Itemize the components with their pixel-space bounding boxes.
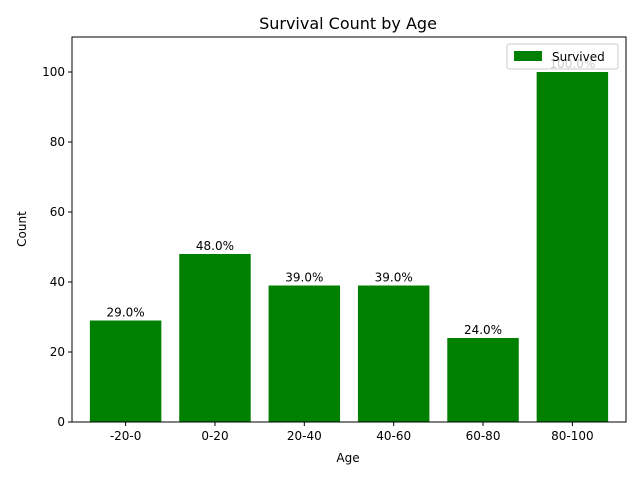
legend-label-survived: Survived: [552, 50, 605, 64]
chart-title: Survival Count by Age: [259, 14, 437, 33]
x-tick-label: 0-20: [201, 429, 228, 443]
bar-40-60: [357, 285, 430, 422]
x-tick-label: -20-0: [110, 429, 142, 443]
y-axis-label: Count: [15, 211, 29, 247]
legend-swatch-survived: [514, 51, 542, 61]
y-tick-label: 40: [50, 275, 65, 289]
bar-value-label: 39.0%: [375, 271, 413, 285]
y-tick-label: 60: [50, 205, 65, 219]
legend-box: [506, 43, 619, 70]
bar--20-0: [89, 320, 162, 422]
legend: Survived: [506, 43, 619, 70]
plot-area: 29.0%48.0%39.0%39.0%24.0%100.0%: [89, 57, 609, 422]
y-tick-label: 80: [50, 135, 65, 149]
bar-value-label: 39.0%: [285, 271, 323, 285]
bar-value-label: 24.0%: [464, 323, 502, 337]
plot-frame: [71, 36, 627, 423]
bar-value-label: 48.0%: [196, 239, 234, 253]
y-tick-label: 0: [57, 415, 65, 429]
x-axis-ticks: -20-0 0-20 20-40 40-60 60-80 80-100: [110, 422, 594, 443]
bar-80-100: [536, 72, 609, 422]
bar-0-20: [179, 254, 251, 422]
y-axis-ticks: 0 20 40 60 80 100: [42, 65, 72, 429]
x-tick-label: 20-40: [287, 429, 322, 443]
x-tick-label: 80-100: [551, 429, 594, 443]
bar-20-40: [268, 285, 341, 422]
bar-60-80: [447, 338, 519, 422]
x-tick-label: 60-80: [466, 429, 501, 443]
bar-value-label: 29.0%: [107, 306, 145, 320]
x-axis-label: Age: [336, 451, 359, 465]
y-tick-label: 20: [50, 345, 65, 359]
y-tick-label: 100: [42, 65, 65, 79]
x-tick-label: 40-60: [376, 429, 411, 443]
